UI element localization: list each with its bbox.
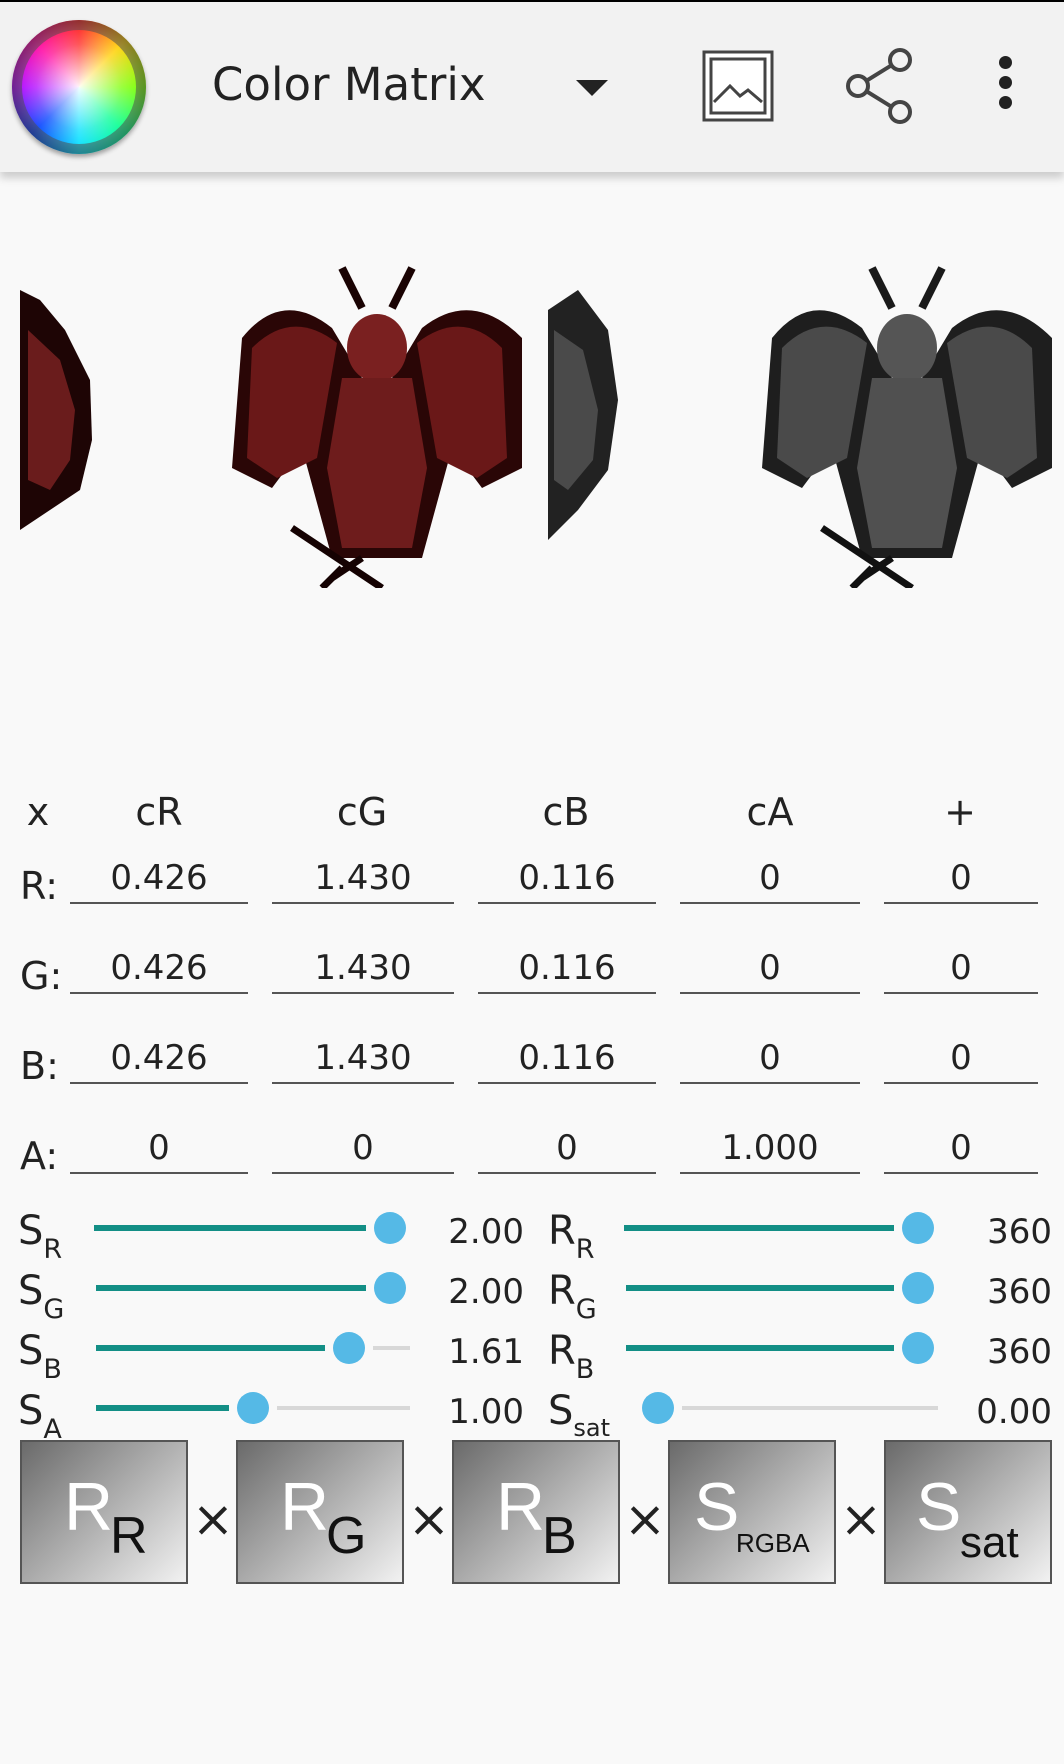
slider-thumb[interactable] xyxy=(902,1272,934,1304)
matrix-cell[interactable]: 0.426 xyxy=(70,1036,248,1084)
slider-sg[interactable] xyxy=(96,1268,410,1308)
slider-value-rr: 360 xyxy=(987,1212,1052,1252)
slider-value-rb: 360 xyxy=(987,1332,1052,1372)
slider-value-sg: 2.00 xyxy=(448,1272,524,1312)
result-image-partial xyxy=(548,290,618,540)
column-header-x: x xyxy=(26,790,50,834)
matrix-cell[interactable]: 0 xyxy=(884,1126,1038,1174)
app-title[interactable]: Color Matrix xyxy=(212,58,486,111)
multiply-sign: × xyxy=(192,1490,234,1548)
matrix-cell[interactable]: 0 xyxy=(884,1036,1038,1084)
tile-srgba[interactable]: S RGBA xyxy=(668,1440,836,1584)
column-header-cr: cR xyxy=(135,790,183,834)
slider-label-ssat: Ssat xyxy=(548,1388,611,1442)
color-wheel-icon[interactable] xyxy=(12,20,146,154)
slider-value-ssat: 0.00 xyxy=(976,1392,1052,1432)
matrix-cell[interactable]: 0 xyxy=(884,856,1038,904)
original-image-partial xyxy=(20,290,92,530)
slider-sb[interactable] xyxy=(96,1328,410,1368)
slider-ssat[interactable] xyxy=(638,1388,938,1428)
slider-label-sa: SA xyxy=(18,1388,62,1445)
image-icon[interactable] xyxy=(702,50,774,122)
slider-sr[interactable] xyxy=(94,1208,410,1248)
slider-label-rb: RB xyxy=(548,1328,595,1385)
preview-area xyxy=(0,170,1064,730)
original-image xyxy=(232,266,522,588)
matrix-cell[interactable]: 0.116 xyxy=(478,856,656,904)
slider-rr[interactable] xyxy=(624,1208,938,1248)
multiply-sign: × xyxy=(840,1490,882,1548)
matrix-cell[interactable]: 0 xyxy=(680,856,860,904)
matrix-cell[interactable]: 1.430 xyxy=(272,1036,454,1084)
matrix-cell[interactable]: 0.116 xyxy=(478,1036,656,1084)
slider-sa[interactable] xyxy=(96,1388,410,1428)
matrix-cell[interactable]: 0.116 xyxy=(478,946,656,994)
matrix-cell[interactable]: 0.426 xyxy=(70,856,248,904)
matrix-cell[interactable]: 0 xyxy=(272,1126,454,1174)
slider-thumb[interactable] xyxy=(237,1392,269,1424)
slider-value-sb: 1.61 xyxy=(448,1332,524,1372)
more-vert-icon[interactable] xyxy=(994,56,1016,116)
matrix-cell[interactable]: 0 xyxy=(884,946,1038,994)
app-bar: Color Matrix xyxy=(0,0,1064,172)
slider-label-rg: RG xyxy=(548,1268,597,1325)
slider-value-sa: 1.00 xyxy=(448,1392,524,1432)
result-image xyxy=(762,266,1052,588)
row-label-a: A: xyxy=(20,1134,59,1178)
matrix-cell[interactable]: 0 xyxy=(680,946,860,994)
row-label-g: G: xyxy=(20,954,63,998)
slider-thumb[interactable] xyxy=(642,1392,674,1424)
slider-label-rr: RR xyxy=(548,1208,595,1265)
slider-value-sr: 2.00 xyxy=(448,1212,524,1252)
matrix-cell[interactable]: 1.430 xyxy=(272,856,454,904)
column-header-cg: cG xyxy=(336,790,388,834)
slider-rg[interactable] xyxy=(626,1268,938,1308)
multiply-sign: × xyxy=(408,1490,450,1548)
matrix-cell[interactable]: 0 xyxy=(70,1126,248,1174)
slider-thumb[interactable] xyxy=(374,1272,406,1304)
matrix-cell[interactable]: 1.430 xyxy=(272,946,454,994)
slider-thumb[interactable] xyxy=(333,1332,365,1364)
row-label-b: B: xyxy=(20,1044,59,1088)
column-header-cb: cB xyxy=(542,790,590,834)
matrix-cell[interactable]: 0 xyxy=(478,1126,656,1174)
row-label-r: R: xyxy=(20,864,59,908)
slider-thumb[interactable] xyxy=(902,1212,934,1244)
slider-thumb[interactable] xyxy=(902,1332,934,1364)
column-header-offset: + xyxy=(944,790,976,834)
slider-value-rg: 360 xyxy=(987,1272,1052,1312)
column-header-ca: cA xyxy=(746,790,794,834)
dropdown-arrow-icon[interactable] xyxy=(576,80,608,96)
slider-rb[interactable] xyxy=(626,1328,938,1368)
multiply-sign: × xyxy=(624,1490,666,1548)
slider-label-sr: SR xyxy=(18,1208,63,1265)
share-icon[interactable] xyxy=(840,46,916,126)
slider-label-sg: SG xyxy=(18,1268,65,1325)
slider-label-sb: SB xyxy=(18,1328,62,1385)
slider-thumb[interactable] xyxy=(374,1212,406,1244)
matrix-cell[interactable]: 0 xyxy=(680,1036,860,1084)
matrix-cell[interactable]: 1.000 xyxy=(680,1126,860,1174)
matrix-cell[interactable]: 0.426 xyxy=(70,946,248,994)
